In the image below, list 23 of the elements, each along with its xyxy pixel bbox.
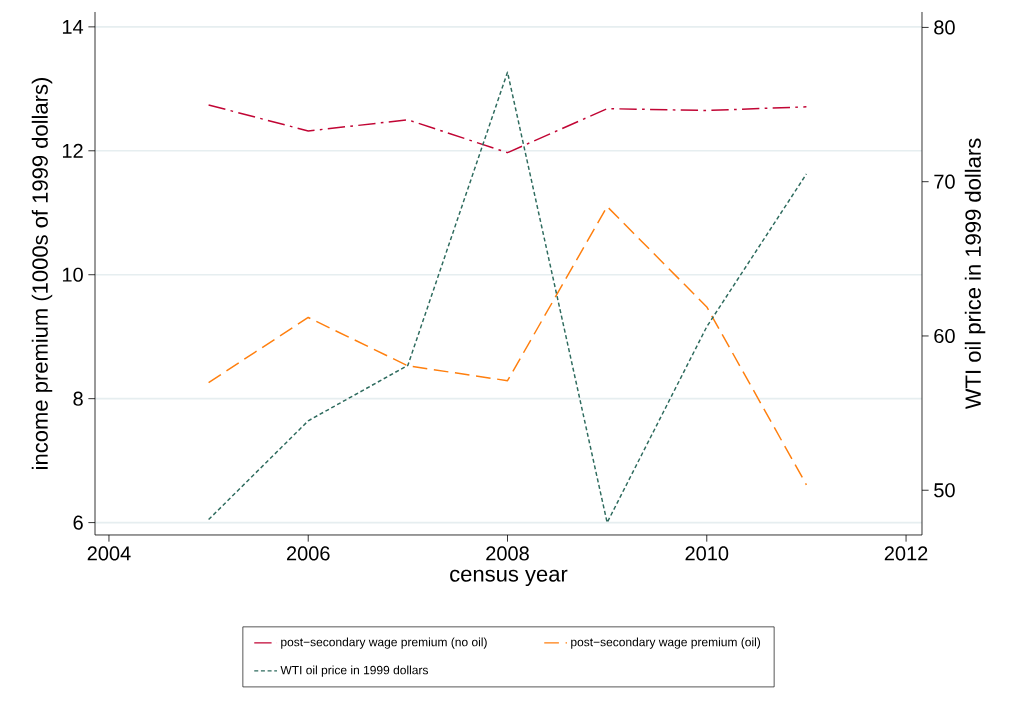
x-tick-label: 2008 bbox=[486, 546, 529, 561]
x-tick-label: 2012 bbox=[884, 546, 928, 561]
line-series bbox=[207, 205, 808, 486]
y2-tick-label: 70 bbox=[934, 174, 955, 189]
y-tick-label: 6 bbox=[73, 515, 83, 530]
y-tick-label: 14 bbox=[62, 19, 84, 34]
legend-label: post−secondary wage premium (no oil) bbox=[281, 637, 487, 649]
line-series bbox=[207, 104, 808, 154]
legend-label: post−secondary wage premium (oil) bbox=[571, 637, 761, 649]
y2-axis-title: WTI oil price in 1999 dollars bbox=[964, 138, 986, 410]
x-tick-label: 2004 bbox=[87, 546, 131, 561]
y-tick-label: 12 bbox=[62, 143, 83, 158]
y-tick-label: 8 bbox=[73, 391, 83, 406]
y-tick-label: 10 bbox=[62, 267, 83, 282]
y-axis-title: income premium (1000s of 1999 dollars) bbox=[31, 78, 53, 469]
x-tick-label: 2006 bbox=[286, 546, 330, 561]
legend-label: WTI oil price in 1999 dollars bbox=[280, 665, 429, 677]
y2-tick-label: 80 bbox=[934, 20, 955, 35]
x-axis-title: census year bbox=[450, 569, 568, 587]
x-tick-label: 2010 bbox=[685, 546, 729, 561]
y2-tick-label: 50 bbox=[934, 483, 955, 498]
line-series bbox=[207, 71, 808, 524]
y2-tick-label: 60 bbox=[934, 328, 955, 344]
